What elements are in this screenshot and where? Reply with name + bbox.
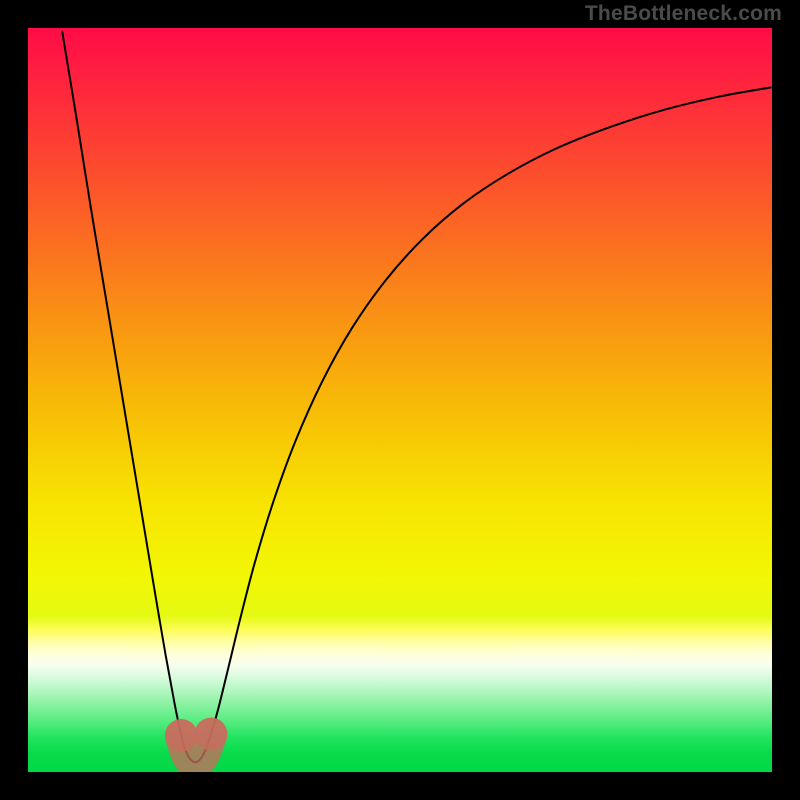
curve-layer (28, 28, 772, 772)
chart-stage: TheBottleneck.com (0, 0, 800, 800)
watermark-text: TheBottleneck.com (585, 2, 782, 26)
trough-dot-left (165, 719, 198, 752)
trough-dot-right (195, 718, 228, 751)
bottleneck-curve (62, 32, 770, 762)
plot-area (28, 28, 772, 772)
trough-marker (165, 718, 227, 762)
